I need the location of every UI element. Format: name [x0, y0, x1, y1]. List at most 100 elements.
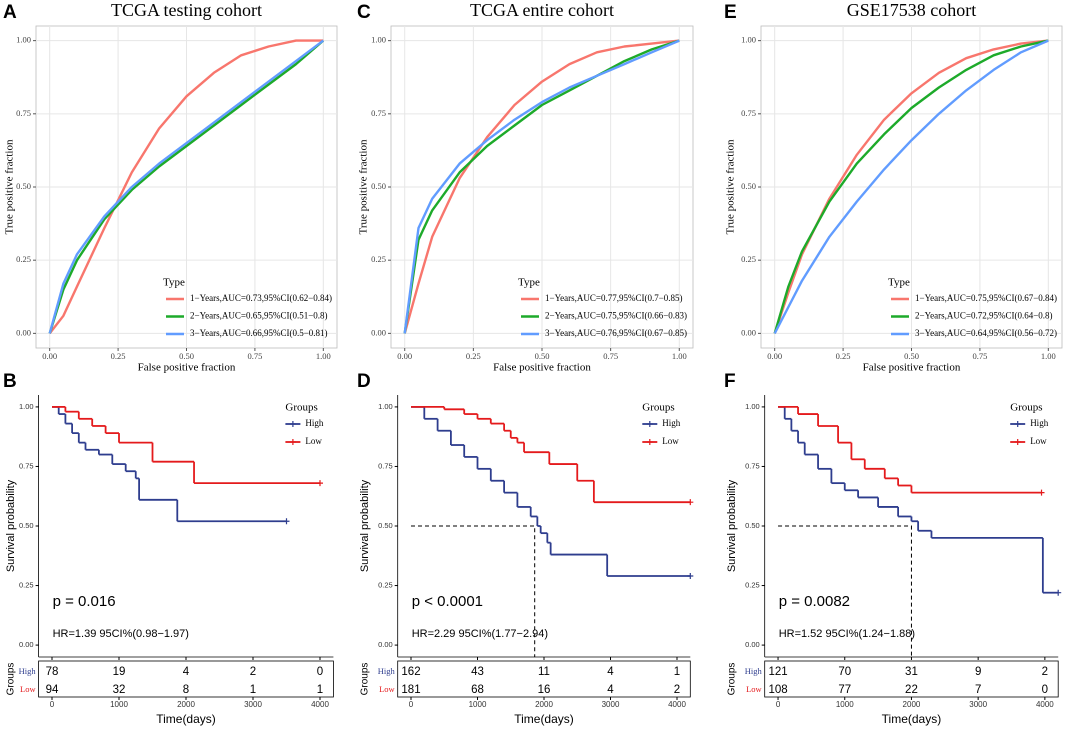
y-tick-label: 0.75 — [371, 108, 386, 118]
roc-curve — [403, 39, 680, 334]
risk-row-label: Low — [746, 684, 762, 694]
roc-curve — [773, 39, 1049, 334]
x-tick-label: 4000 — [1036, 700, 1054, 709]
x-tick-label: 2000 — [903, 700, 921, 709]
legend-swatch-mark — [1014, 439, 1021, 445]
y-axis-label: Survival probability — [359, 479, 371, 572]
legend-title: Type — [163, 277, 185, 289]
x-tick-label: 0.25 — [466, 351, 481, 361]
risk-table-ylabel: Groups — [6, 663, 17, 696]
x-tick-label: 3000 — [244, 700, 262, 709]
risk-count: 43 — [471, 666, 484, 678]
legend-label: Low — [662, 436, 679, 446]
p-value: p = 0.016 — [53, 593, 116, 610]
chart-title: GSE17538 cohort — [847, 0, 977, 20]
legend-label: High — [305, 418, 324, 428]
legend-label: 1−Years,AUC=0.75,95%CI(0.67−0.84) — [915, 293, 1057, 303]
y-axis-label: True positive fraction — [4, 139, 16, 234]
risk-count: 0 — [317, 666, 323, 678]
legend-swatch-mark — [1014, 421, 1021, 427]
risk-table-ylabel: Groups — [360, 663, 371, 696]
risk-table-ylabel: Groups — [727, 663, 738, 696]
roc-curve — [48, 39, 325, 334]
chart-title: TCGA testing cohort — [111, 0, 262, 20]
legend-title: Groups — [642, 402, 674, 414]
hazard-ratio: HR=1.39 95CI%(0.98−1.97) — [53, 628, 189, 640]
p-value: p = 0.0082 — [779, 593, 850, 610]
y-tick-label: 0.00 — [19, 640, 34, 649]
y-axis-label: Survival probability — [5, 479, 17, 572]
x-tick-label: 4000 — [311, 700, 329, 709]
risk-count: 68 — [471, 684, 484, 696]
risk-count: 108 — [768, 684, 787, 696]
legend-title: Type — [888, 277, 910, 289]
hazard-ratio: HR=2.29 95CI%(1.77−2.94) — [412, 628, 548, 640]
legend-label: 2−Years,AUC=0.72,95%CI(0.64−0.8) — [915, 311, 1053, 321]
legend-label: 1−Years,AUC=0.73,95%CI(0.62−0.84) — [190, 293, 332, 303]
x-tick-label: 0.00 — [42, 351, 57, 361]
y-tick-label: 0.50 — [16, 181, 31, 191]
x-tick-label: 2000 — [177, 700, 195, 709]
y-tick-label: 0.25 — [745, 581, 760, 590]
y-tick-label: 0.00 — [741, 327, 756, 337]
censor-mark — [687, 499, 694, 506]
x-tick-label: 1.00 — [672, 351, 687, 361]
x-tick-label: 3000 — [602, 700, 620, 709]
panel-letter: E — [724, 2, 737, 23]
y-tick-label: 0.00 — [378, 640, 393, 649]
y-tick-label: 0.25 — [16, 254, 31, 264]
y-tick-label: 0.00 — [16, 327, 31, 337]
x-tick-label: 0 — [50, 700, 55, 709]
censor-mark — [1055, 589, 1062, 596]
risk-count: 1 — [674, 666, 680, 678]
risk-count: 78 — [46, 666, 59, 678]
risk-count: 31 — [905, 666, 918, 678]
y-tick-label: 0.75 — [741, 108, 756, 118]
legend-label: 3−Years,AUC=0.66,95%CI(0.5−0.81) — [190, 328, 328, 338]
risk-count: 1 — [317, 684, 323, 696]
legend-label: 3−Years,AUC=0.76,95%CI(0.67−0.85) — [545, 328, 687, 338]
y-tick-label: 0.25 — [19, 581, 34, 590]
risk-count: 4 — [607, 666, 614, 678]
x-tick-label: 0.75 — [247, 351, 262, 361]
risk-count: 121 — [768, 666, 787, 678]
panel-letter: F — [724, 371, 736, 392]
x-tick-label: 4000 — [668, 700, 686, 709]
y-tick-label: 0.50 — [741, 181, 756, 191]
risk-count: 181 — [401, 684, 420, 696]
risk-row-label: Low — [379, 684, 395, 694]
risk-count: 162 — [401, 666, 420, 678]
legend-swatch-mark — [289, 439, 296, 445]
x-tick-label: 0.00 — [397, 351, 412, 361]
risk-row-label: High — [378, 666, 396, 676]
panel-letter: C — [357, 2, 371, 23]
y-tick-label: 0.25 — [378, 581, 393, 590]
risk-count: 9 — [975, 666, 981, 678]
y-tick-label: 0.75 — [16, 108, 31, 118]
risk-row-label: High — [19, 666, 37, 676]
risk-count: 77 — [838, 684, 851, 696]
risk-count: 2 — [250, 666, 256, 678]
x-tick-label: 0.00 — [767, 351, 782, 361]
panel-letter: A — [3, 2, 17, 23]
legend-swatch-mark — [646, 421, 653, 427]
p-value: p < 0.0001 — [412, 593, 483, 610]
risk-row-label: High — [745, 666, 763, 676]
x-tick-label: 0.50 — [904, 351, 919, 361]
y-tick-label: 1.00 — [745, 402, 760, 411]
legend-title: Type — [518, 277, 540, 289]
censor-mark — [283, 518, 290, 525]
roc-curve — [48, 39, 324, 335]
hazard-ratio: HR=1.52 95CI%(1.24−1.88) — [779, 628, 915, 640]
censor-mark — [317, 480, 323, 487]
x-tick-label: 1000 — [469, 700, 487, 709]
x-axis-label: False positive fraction — [493, 362, 591, 374]
risk-count: 19 — [113, 666, 126, 678]
roc-curve — [773, 39, 1049, 334]
risk-count: 22 — [905, 684, 918, 696]
risk-row-label: Low — [20, 684, 36, 694]
y-tick-label: 0.25 — [371, 254, 386, 264]
risk-count: 8 — [183, 684, 189, 696]
x-tick-label: 3000 — [969, 700, 987, 709]
